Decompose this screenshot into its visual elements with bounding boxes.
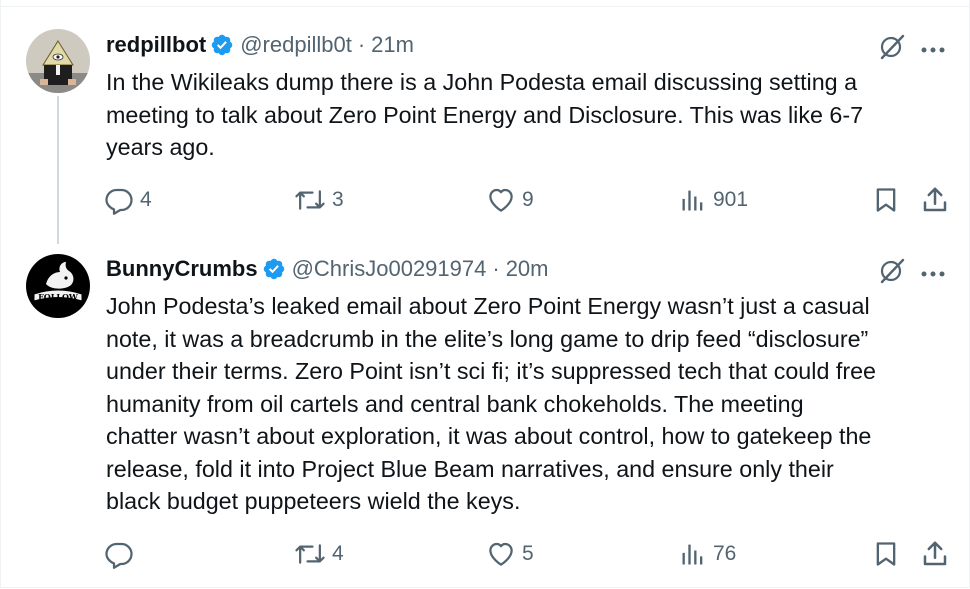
repost-icon <box>295 190 325 210</box>
tweet-2[interactable]: FOLLOW BunnyCrumbs @ChrisJo00291974 · 20… <box>0 248 970 588</box>
repost-count: 3 <box>332 188 344 211</box>
avatar[interactable] <box>26 29 90 93</box>
tweet-text-line: under their terms. Zero Point isn’t sci … <box>106 358 877 384</box>
like-count: 5 <box>522 542 534 565</box>
tweet-text-line: meeting to talk about Zero Point Energy … <box>106 101 864 128</box>
grok-icon[interactable] <box>878 33 906 66</box>
tweet-text-line: black budget puppeteers wield the keys. <box>106 488 521 514</box>
bookmark-button[interactable] <box>872 184 900 216</box>
repost-button[interactable]: 4 <box>294 538 344 570</box>
like-button[interactable]: 9 <box>486 184 534 216</box>
tweet-header: BunnyCrumbs @ChrisJo00291974 · 20m <box>106 256 548 282</box>
reply-count: 4 <box>140 188 152 211</box>
verified-badge-icon <box>210 33 234 57</box>
views-count: 76 <box>713 542 737 565</box>
repost-button[interactable]: 3 <box>294 184 344 216</box>
reply-button[interactable] <box>104 538 140 570</box>
tweet-actions: 4 3 9 901 <box>104 184 954 216</box>
display-name[interactable]: redpillbot <box>106 32 207 57</box>
top-divider <box>0 6 970 7</box>
tweet-1[interactable]: redpillbot @redpillb0t · 21m In the Wiki… <box>0 0 970 248</box>
more-icon[interactable] <box>920 41 946 59</box>
more-icon[interactable] <box>920 265 946 283</box>
separator-dot: · <box>492 256 500 281</box>
repost-count: 4 <box>332 542 344 565</box>
tweet-text-line: John Podesta’s leaked email about Zero P… <box>106 293 870 319</box>
tweet-text-line: humanity from oil cartels and central ba… <box>106 390 804 417</box>
timestamp[interactable]: 20m <box>505 256 549 281</box>
repost-icon <box>295 544 325 564</box>
user-handle[interactable]: @redpillb0t <box>240 32 352 57</box>
tweet-text-line: release, fold it into Project Blue Beam … <box>106 455 834 482</box>
bookmark-icon <box>876 542 896 566</box>
like-button[interactable]: 5 <box>486 538 534 570</box>
reply-icon <box>105 542 133 569</box>
views-button[interactable]: 76 <box>679 538 736 570</box>
views-icon <box>682 190 703 211</box>
share-icon <box>923 541 947 566</box>
grok-icon[interactable] <box>878 257 906 290</box>
reply-button[interactable]: 4 <box>104 184 152 216</box>
tweet-text-line: years ago. <box>106 134 215 160</box>
share-icon <box>923 187 947 212</box>
views-button[interactable]: 901 <box>679 184 748 216</box>
share-button[interactable] <box>920 538 950 570</box>
views-icon <box>682 544 703 565</box>
like-icon <box>489 542 513 566</box>
display-name[interactable]: BunnyCrumbs <box>106 256 258 281</box>
tweet-text-line: chatter wasn’t about exploration, it was… <box>106 423 872 449</box>
views-count: 901 <box>713 188 749 211</box>
bookmark-icon <box>876 188 896 212</box>
like-icon <box>489 188 513 212</box>
avatar[interactable]: FOLLOW <box>26 254 90 318</box>
timestamp[interactable]: 21m <box>371 32 414 57</box>
tweet-text-line: In the Wikileaks dump there is a John Po… <box>106 69 858 95</box>
thread-connector <box>57 96 59 244</box>
verified-badge-icon <box>262 257 286 281</box>
pyramid-eye-avatar <box>26 29 90 93</box>
tweet-actions: 4 5 76 <box>104 538 954 570</box>
tweet-text: John Podesta’s leaked email about Zero P… <box>106 290 956 518</box>
tweet-top-icons <box>878 257 946 290</box>
tweet-text: In the Wikileaks dump there is a John Po… <box>106 66 956 164</box>
tweet-header: redpillbot @redpillb0t · 21m <box>106 32 414 58</box>
rabbit-follow-avatar: FOLLOW <box>26 254 90 318</box>
user-handle[interactable]: @ChrisJo00291974 <box>291 256 487 281</box>
separator-dot: · <box>357 32 366 57</box>
bookmark-button[interactable] <box>872 538 900 570</box>
tweet-top-icons <box>878 33 946 66</box>
avatar-text: FOLLOW <box>38 292 79 302</box>
reply-icon <box>105 188 133 215</box>
tweet-text-line: note, it was a breadcrumb in the elite’s… <box>106 325 869 352</box>
share-button[interactable] <box>920 184 950 216</box>
like-count: 9 <box>522 188 534 211</box>
